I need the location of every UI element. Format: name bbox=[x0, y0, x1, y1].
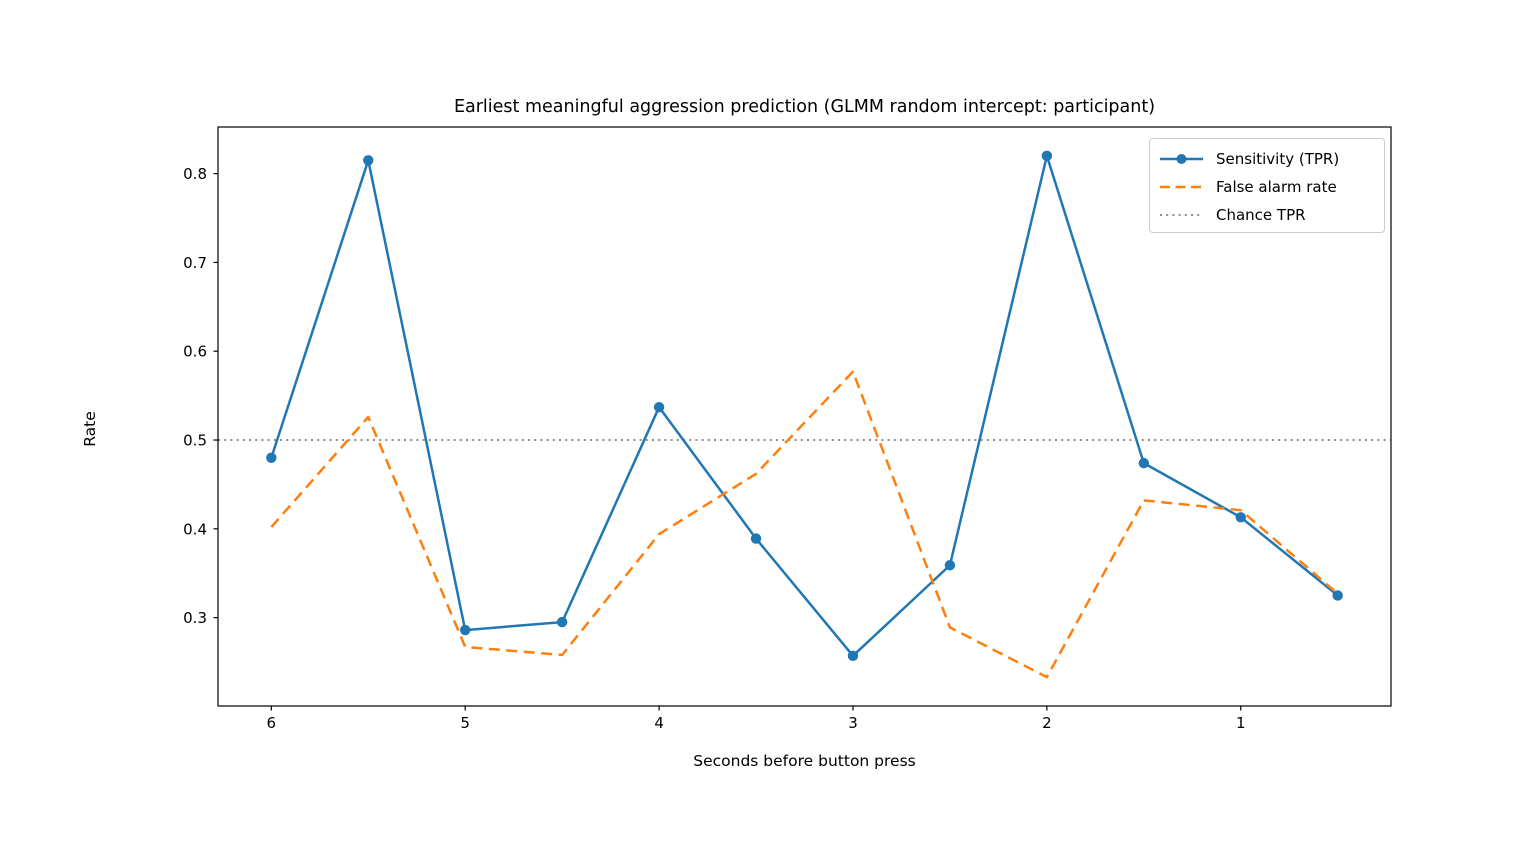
legend-label-sensitivity: Sensitivity (TPR) bbox=[1216, 150, 1340, 168]
x-axis-ticks: 6 5 4 3 2 1 bbox=[267, 706, 1246, 732]
data-point-marker bbox=[266, 452, 277, 463]
plot-frame bbox=[217, 126, 1392, 707]
data-point-marker bbox=[556, 616, 568, 628]
data-point-marker bbox=[363, 155, 374, 166]
y-axis-ticks: 0.3 0.4 0.5 0.6 0.7 0.8 bbox=[183, 165, 218, 627]
data-point-marker bbox=[750, 533, 762, 544]
legend-sample-sensitivity-line-icon bbox=[1160, 154, 1203, 164]
x-axis-label: Seconds before button press bbox=[693, 752, 916, 770]
series-false-alarm-rate bbox=[270, 370, 1339, 679]
data-point-marker bbox=[653, 401, 665, 413]
y-tick-label: 0.4 bbox=[183, 520, 207, 538]
series-sensitivity-tpr bbox=[266, 150, 1343, 662]
data-point-marker bbox=[944, 560, 956, 571]
y-tick-label: 0.7 bbox=[183, 254, 207, 272]
legend-sample-chance-line-icon bbox=[1160, 214, 1203, 216]
legend-sample-false-alarm-line-icon bbox=[1160, 185, 1203, 189]
data-point-marker bbox=[847, 650, 859, 662]
legend-label-chance: Chance TPR bbox=[1216, 206, 1306, 224]
x-tick-label: 6 bbox=[267, 714, 277, 732]
x-tick-label: 3 bbox=[848, 714, 858, 732]
legend-item-sensitivity: Sensitivity (TPR) bbox=[1158, 145, 1376, 173]
x-tick-label: 5 bbox=[460, 714, 470, 732]
chart-title: Earliest meaningful aggression predictio… bbox=[453, 97, 1156, 117]
y-tick-label: 0.5 bbox=[183, 432, 207, 450]
x-tick-label: 1 bbox=[1236, 714, 1246, 732]
legend-label-false-alarm: False alarm rate bbox=[1216, 178, 1337, 196]
data-point-marker bbox=[460, 624, 471, 636]
x-tick-label: 4 bbox=[654, 714, 664, 732]
legend-item-chance: Chance TPR bbox=[1158, 201, 1376, 229]
legend-item-false-alarm: False alarm rate bbox=[1158, 173, 1376, 201]
data-point-marker bbox=[1138, 457, 1149, 469]
legend: Sensitivity (TPR) False alarm rate Chanc… bbox=[1149, 138, 1385, 233]
y-tick-label: 0.6 bbox=[183, 343, 207, 361]
data-point-marker bbox=[1235, 512, 1246, 523]
y-tick-label: 0.8 bbox=[183, 165, 207, 183]
y-tick-label: 0.3 bbox=[183, 609, 207, 627]
data-point-marker bbox=[1332, 590, 1343, 601]
x-tick-label: 2 bbox=[1042, 714, 1052, 732]
data-point-marker bbox=[1041, 150, 1053, 162]
